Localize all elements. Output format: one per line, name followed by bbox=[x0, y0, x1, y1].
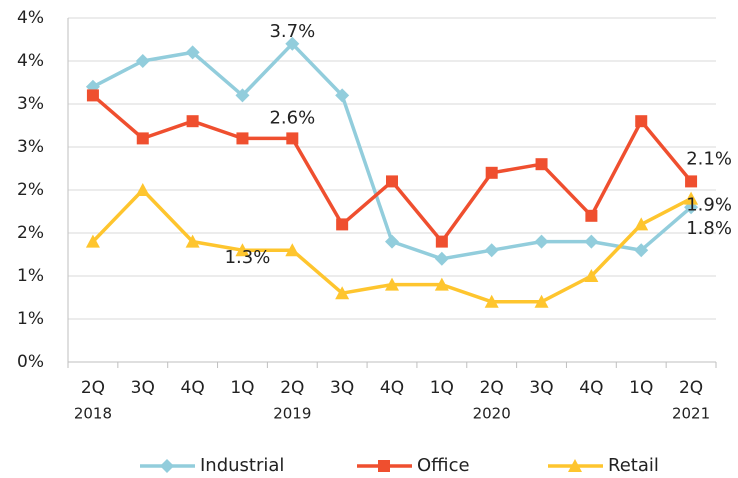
point bbox=[385, 277, 399, 291]
data-label: 1.9% bbox=[686, 195, 732, 216]
point bbox=[484, 243, 499, 258]
point bbox=[136, 132, 149, 145]
point bbox=[285, 36, 300, 51]
x-year-label: 2019 bbox=[273, 405, 311, 423]
point bbox=[336, 218, 349, 231]
data-label: 1.3% bbox=[225, 247, 271, 268]
legend-marker bbox=[160, 459, 174, 473]
point bbox=[485, 166, 498, 179]
point bbox=[684, 191, 699, 205]
x-tick-label: 2Q bbox=[81, 378, 105, 398]
legend-label: Retail bbox=[608, 455, 659, 476]
x-tick-label: 4Q bbox=[380, 378, 404, 398]
point bbox=[434, 277, 449, 291]
point bbox=[584, 234, 599, 249]
point bbox=[185, 234, 200, 248]
x-tick-label: 3Q bbox=[330, 378, 354, 398]
point bbox=[685, 175, 698, 188]
x-tick-label: 1Q bbox=[430, 378, 454, 398]
point bbox=[236, 132, 249, 145]
legend-label: Industrial bbox=[200, 455, 284, 476]
point bbox=[235, 243, 250, 257]
point bbox=[135, 183, 150, 196]
data-label: 2.1% bbox=[686, 148, 732, 169]
point bbox=[585, 209, 598, 222]
series-line bbox=[92, 42, 693, 261]
point bbox=[535, 158, 548, 171]
y-tick-label: 2% bbox=[17, 223, 44, 243]
point bbox=[635, 115, 648, 128]
point bbox=[386, 175, 398, 188]
point bbox=[385, 234, 399, 249]
y-tick-label: 1% bbox=[17, 266, 44, 286]
x-tick-label: 2Q bbox=[480, 378, 504, 398]
point bbox=[335, 88, 350, 103]
y-tick-label: 4% bbox=[17, 8, 44, 28]
point bbox=[434, 251, 449, 266]
point bbox=[285, 243, 300, 257]
x-tick-label: 2Q bbox=[280, 378, 304, 398]
point bbox=[634, 243, 649, 258]
x-tick-label: 3Q bbox=[131, 378, 155, 398]
point bbox=[634, 217, 649, 231]
y-tick-label: 3% bbox=[17, 137, 44, 157]
point bbox=[286, 132, 299, 145]
x-tick-label: 3Q bbox=[529, 378, 553, 398]
x-year-label: 2020 bbox=[473, 405, 511, 423]
point bbox=[534, 234, 549, 249]
point bbox=[584, 269, 599, 282]
x-tick-label: 1Q bbox=[230, 378, 254, 398]
x-tick-label: 4Q bbox=[181, 378, 205, 398]
y-tick-label: 1% bbox=[17, 309, 44, 329]
x-year-label: 2018 bbox=[74, 405, 112, 423]
point bbox=[534, 294, 549, 308]
point bbox=[86, 89, 99, 102]
x-year-label: 2021 bbox=[672, 405, 710, 423]
point bbox=[186, 115, 199, 128]
legend-marker bbox=[378, 460, 390, 472]
legend-label: Office bbox=[417, 455, 470, 476]
x-tick-label: 4Q bbox=[579, 378, 603, 398]
x-tick-label: 1Q bbox=[629, 378, 653, 398]
point bbox=[135, 54, 150, 68]
point bbox=[85, 234, 100, 248]
data-label: 1.8% bbox=[686, 218, 732, 239]
legend-marker bbox=[568, 459, 582, 472]
data-label: 2.6% bbox=[269, 107, 315, 128]
y-tick-label: 4% bbox=[17, 51, 44, 71]
y-tick-label: 2% bbox=[17, 180, 44, 200]
series-line bbox=[91, 94, 693, 244]
y-tick-label: 0% bbox=[17, 352, 44, 372]
point bbox=[435, 235, 448, 248]
y-tick-label: 3% bbox=[17, 94, 44, 114]
point bbox=[335, 286, 350, 300]
point bbox=[484, 294, 499, 308]
data-label: 3.7% bbox=[269, 21, 315, 42]
point bbox=[235, 88, 250, 103]
x-tick-label: 2Q bbox=[679, 378, 703, 398]
point bbox=[185, 45, 200, 60]
